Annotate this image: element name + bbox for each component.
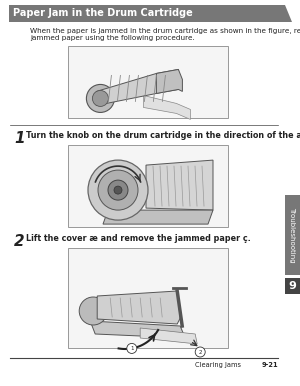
Text: When the paper is jammed in the drum cartridge as shown in the figure, remove th: When the paper is jammed in the drum car… (30, 28, 300, 41)
Text: 2: 2 (199, 349, 202, 354)
FancyBboxPatch shape (68, 248, 228, 348)
Text: 9: 9 (289, 281, 296, 291)
Text: Lift the cover æ and remove the jammed paper ç.: Lift the cover æ and remove the jammed p… (26, 234, 251, 243)
FancyBboxPatch shape (68, 145, 228, 227)
Circle shape (86, 85, 114, 112)
Text: 2: 2 (14, 234, 25, 249)
Polygon shape (156, 69, 182, 93)
Polygon shape (140, 328, 197, 344)
Text: 1: 1 (14, 131, 25, 146)
Circle shape (92, 90, 108, 107)
Polygon shape (90, 321, 185, 338)
Circle shape (127, 344, 137, 354)
Text: Troubleshooting: Troubleshooting (290, 207, 296, 263)
Polygon shape (103, 210, 213, 224)
Circle shape (98, 170, 138, 210)
Polygon shape (96, 69, 178, 105)
Polygon shape (97, 291, 180, 324)
Polygon shape (5, 5, 292, 22)
Circle shape (108, 180, 128, 200)
Text: Turn the knob on the drum cartridge in the direction of the arrow.: Turn the knob on the drum cartridge in t… (26, 131, 300, 140)
Polygon shape (146, 160, 213, 210)
FancyBboxPatch shape (285, 195, 300, 275)
FancyBboxPatch shape (285, 278, 300, 294)
Text: 1: 1 (130, 346, 134, 351)
Text: Clearing Jams: Clearing Jams (195, 362, 241, 368)
Text: Paper Jam in the Drum Cartridge: Paper Jam in the Drum Cartridge (13, 8, 193, 19)
Circle shape (79, 297, 107, 325)
Circle shape (114, 186, 122, 194)
Polygon shape (5, 5, 9, 22)
FancyBboxPatch shape (68, 46, 228, 118)
Polygon shape (143, 95, 190, 119)
Circle shape (195, 347, 205, 357)
Text: 9-21: 9-21 (261, 362, 278, 368)
Circle shape (88, 160, 148, 220)
